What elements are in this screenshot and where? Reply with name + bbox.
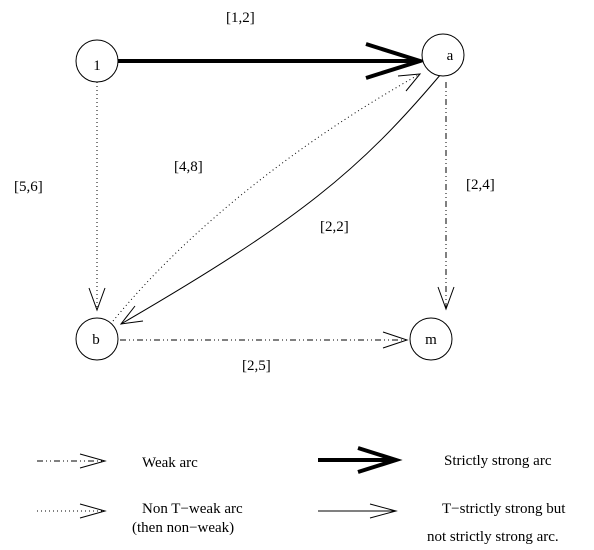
arc-a-b-label: [2,2] [320, 219, 349, 235]
legend: Weak arc Strictly strong arc Non T−weak … [37, 446, 566, 545]
arc-1-b [88, 82, 106, 312]
node-a-label: a [447, 48, 454, 64]
legend-t-strictly-strong: T−strictly strong but not strictly stron… [318, 501, 566, 545]
legend-weak-label: Weak arc [142, 455, 198, 471]
legend-strictly-strong: Strictly strong arc [318, 446, 552, 474]
legend-t-strictly-strong-label-2: not strictly strong arc. [427, 529, 559, 545]
arc-1-a [117, 42, 427, 80]
arc-b-a [112, 73, 422, 322]
legend-strictly-strong-label: Strictly strong arc [444, 453, 552, 469]
arc-1-a-label: [1,2] [226, 10, 255, 26]
node-1-label: 1 [93, 58, 101, 74]
node-b-label: b [92, 332, 100, 348]
node-b: b [75, 317, 119, 361]
node-m-label: m [425, 332, 437, 348]
node-1: 1 [75, 39, 119, 83]
legend-non-t-weak-label-1: Non T−weak arc [142, 501, 243, 517]
arc-a-m [437, 82, 455, 311]
legend-non-t-weak: Non T−weak arc (then non−weak) [37, 501, 243, 536]
legend-non-t-weak-label-2: (then non−weak) [132, 520, 234, 536]
legend-t-strictly-strong-label-1: T−strictly strong but [442, 501, 566, 517]
arc-b-a-label: [4,8] [174, 159, 203, 175]
arc-1-b-label: [5,6] [14, 179, 43, 195]
node-m: m [409, 317, 453, 361]
arc-a-b [119, 73, 442, 325]
legend-weak: Weak arc [37, 453, 198, 471]
arc-a-m-label: [2,4] [466, 177, 495, 193]
node-a: a [421, 33, 465, 77]
arc-b-m-label: [2,5] [242, 358, 271, 374]
arc-b-m [120, 331, 409, 349]
